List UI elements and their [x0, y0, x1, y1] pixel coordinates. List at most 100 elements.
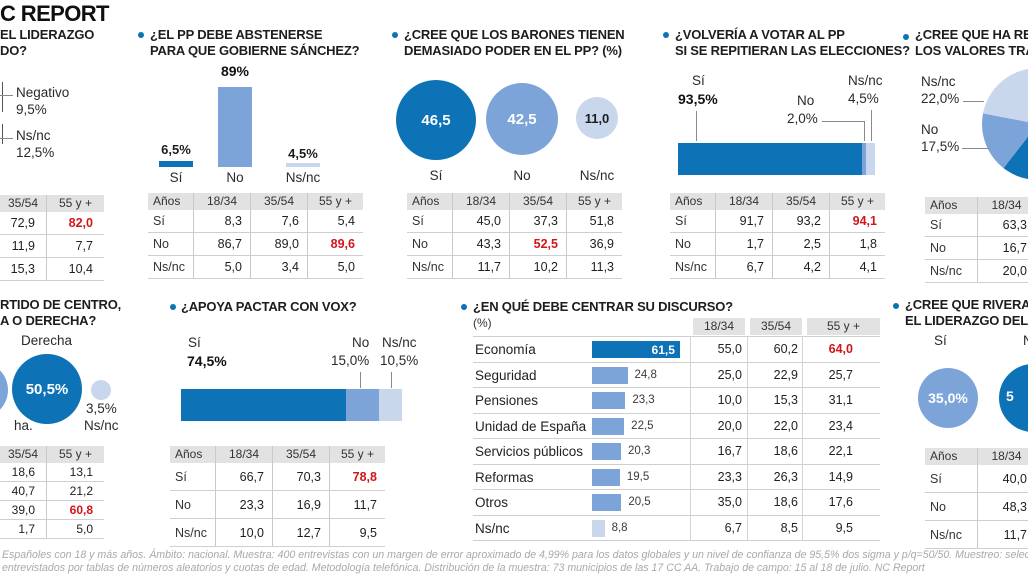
- discurso-age-value: 14,9: [828, 469, 853, 484]
- value-cell: 5,0: [46, 520, 104, 539]
- callout-label: Negativo: [16, 85, 70, 100]
- discurso-row-5: Reformas 19,5 23,3 26,3 14,9: [473, 465, 880, 490]
- age-col-header: 18/34: [452, 193, 509, 210]
- row-label: No: [925, 237, 977, 260]
- bubble-value: 42,5: [507, 110, 537, 128]
- value-cell: 23,3: [215, 491, 272, 519]
- discurso-bar: [592, 494, 622, 511]
- value-cell: 6,7: [715, 256, 772, 279]
- value-cell: 4,1: [829, 256, 885, 279]
- panel-title-line1: EL LIDERAZGO: [0, 27, 95, 42]
- discurso-age-value: 9,5: [835, 520, 853, 535]
- discurso-age-value: 22,9: [773, 367, 798, 382]
- discurso-age-value: 60,2: [773, 342, 798, 356]
- value-cell: 70,3: [272, 463, 329, 491]
- value-cell: 40,0: [977, 465, 1028, 493]
- value-cell: 60,8: [46, 501, 104, 520]
- stacked-segment-si: [181, 389, 346, 421]
- bar-nsnc: [286, 163, 320, 167]
- discurso-row-6: Otros 20,5 35,0 18,6 17,6: [473, 490, 880, 516]
- bubble-derecha: 50,5%: [12, 354, 82, 424]
- segment-label-si: Sí: [692, 73, 705, 88]
- discurso-age-value: 23,3: [717, 469, 742, 484]
- discurso-row-1: Seguridad 24,8 25,0 22,9 25,7: [473, 363, 880, 388]
- discurso-topic-label: Servicios públicos: [475, 444, 584, 459]
- row-label: Ns/nc: [407, 256, 452, 279]
- panel-title: ¿CREE QUE LOS BARONES TIENEN DEMASIADO P…: [404, 27, 625, 58]
- age-col-header: 55 y +: [46, 446, 104, 463]
- leader-line: [963, 101, 984, 102]
- value-cell: 3,4: [250, 256, 307, 279]
- masthead-title: C REPORT: [0, 1, 109, 26]
- panel-title-line2: SI SE REPITIERAN LAS ELECCIONES?: [675, 42, 910, 58]
- cut-chart-edge: [2, 124, 3, 144]
- segment-label-nsnc: Ns/nc: [848, 73, 883, 88]
- age-col-header: 18/34: [193, 193, 250, 210]
- panel-title: ¿EL PP DEBE ABSTENERSE PARA QUE GOBIERNE…: [150, 27, 360, 58]
- value-cell: 94,1: [829, 210, 885, 233]
- discurso-bar-value: 8,8: [611, 521, 628, 534]
- cut-label-fragment: ha.: [14, 418, 33, 433]
- discurso-age-value: 6,7: [724, 520, 742, 535]
- panel-title-line1: ¿CREE QUE RIVERA: [905, 297, 1028, 312]
- callout-label: Ns/nc: [921, 74, 956, 89]
- discurso-age-value: 31,1: [828, 393, 853, 407]
- discurso-bar: [592, 468, 620, 486]
- discurso-age-value: 18,6: [773, 444, 798, 458]
- discurso-age-value: 35,0: [717, 495, 742, 509]
- panel-title-line2: A O DERECHA?: [0, 312, 97, 328]
- bullet-icon: [663, 32, 669, 38]
- value-cell: 36,9: [566, 233, 622, 256]
- discurso-age-value: 22,0: [773, 418, 798, 433]
- value-cell: 11,3: [566, 256, 622, 279]
- bullet-icon: [170, 304, 176, 310]
- value-cell: 5,0: [307, 256, 363, 279]
- discurso-age-value: 23,4: [828, 418, 853, 433]
- stacked-segment-si: [678, 143, 862, 175]
- age-col-header: 55 y +: [307, 193, 363, 210]
- age-col-header: 55 y +: [566, 193, 622, 210]
- age-table: 35/54 55 y +18,6 13,1 40,7 21,2 39,0 60,8 1,7 5,…: [0, 446, 104, 539]
- panel-title-line1: RTIDO DE CENTRO,: [0, 297, 122, 312]
- leader-line: [360, 372, 361, 388]
- value-cell: 7,7: [46, 235, 104, 258]
- discurso-age-value: 25,7: [828, 367, 853, 382]
- discurso-bar-value: 20,5: [628, 496, 651, 508]
- bullet-icon: [138, 32, 144, 38]
- leader-line: [391, 372, 392, 388]
- value-cell: 10,2: [509, 256, 566, 279]
- discurso-bar: [592, 417, 625, 435]
- bubble-label-no: No: [513, 168, 531, 183]
- callout-value: 12,5%: [16, 145, 55, 160]
- value-cell: 40,7: [0, 482, 46, 501]
- age-col-header: 18/34: [977, 448, 1028, 465]
- callout-value: 17,5%: [921, 139, 960, 154]
- discurso-topic-label: Otros: [475, 495, 509, 510]
- row-label: Sí: [407, 210, 452, 233]
- callout-label: No: [921, 122, 939, 137]
- age-col-header: 35/54: [772, 193, 829, 210]
- segment-label-no: No: [352, 335, 370, 350]
- column-divider: [690, 337, 691, 541]
- segment-value-si: 74,5%: [187, 353, 227, 369]
- age-col-header: 35/54: [250, 193, 307, 210]
- discurso-row-2: Pensiones 23,3 10,0 15,3 31,1: [473, 388, 880, 414]
- discurso-topic-label: Unidad de España: [475, 418, 587, 434]
- row-label: Ns/nc: [670, 256, 715, 279]
- panel-title: ¿EN QUÉ DEBE CENTRAR SU DISCURSO?: [473, 299, 733, 315]
- cut-chart-edge: [2, 82, 3, 112]
- discurso-age-value: 10,0: [717, 393, 742, 407]
- discurso-bar-value: 22,5: [631, 419, 654, 432]
- bar-value-si: 6,5%: [161, 142, 191, 157]
- age-col-header: 35/54: [750, 318, 802, 335]
- value-cell: 43,3: [452, 233, 509, 256]
- row-label: Sí: [148, 210, 193, 233]
- value-cell: 39,0: [0, 501, 46, 520]
- row-label: Sí: [925, 214, 977, 237]
- row-label: Ns/nc: [170, 519, 215, 547]
- row-label: No: [407, 233, 452, 256]
- stacked-segment-no: [346, 389, 379, 421]
- value-cell: 72,9: [0, 212, 46, 235]
- bubble-label-si: Sí: [934, 333, 947, 348]
- bullet-icon: [903, 34, 909, 40]
